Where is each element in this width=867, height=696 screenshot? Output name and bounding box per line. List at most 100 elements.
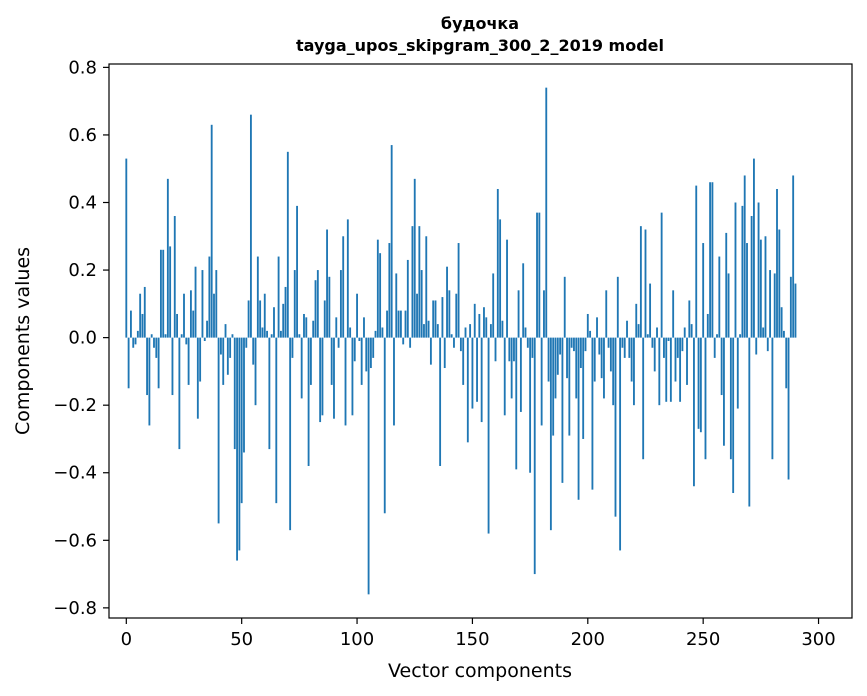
bar-80 [309, 337, 312, 385]
bar-58 [259, 300, 262, 338]
bar-285 [783, 330, 785, 338]
bar-226 [646, 334, 649, 338]
x-tick-label: 150 [455, 629, 489, 650]
bar-132 [429, 337, 432, 365]
bar-165 [506, 239, 508, 338]
bar-286 [785, 337, 788, 389]
bar-255 [713, 337, 716, 358]
bar-60 [263, 293, 266, 338]
bar-150 [471, 337, 474, 409]
bar-287 [787, 337, 790, 480]
bar-50 [240, 337, 243, 504]
bar-265 [736, 337, 739, 409]
y-tick-label: 0.2 [68, 260, 97, 281]
bar-110 [379, 253, 382, 338]
bar-125 [413, 178, 416, 338]
bar-61 [266, 330, 268, 338]
bar-175 [529, 337, 532, 473]
bar-130 [425, 236, 428, 338]
x-tick-label: 100 [340, 629, 374, 650]
bar-231 [658, 337, 661, 406]
bar-154 [480, 337, 483, 423]
bar-85 [321, 337, 324, 416]
bar-272 [753, 158, 755, 338]
bar-270 [748, 337, 751, 507]
bar-90 [333, 337, 335, 419]
x-tick-label: 0 [121, 629, 132, 650]
bar-29 [192, 310, 195, 338]
bar-52 [245, 337, 248, 348]
bar-76 [300, 337, 303, 399]
bar-207 [603, 337, 605, 399]
bar-116 [393, 337, 395, 426]
bar-114 [388, 243, 391, 338]
bar-82 [314, 280, 317, 338]
bar-99 [353, 337, 356, 362]
bar-127 [418, 226, 421, 338]
bar-191 [566, 337, 568, 379]
bar-35 [206, 320, 208, 338]
bar-104 [365, 337, 368, 372]
bar-101 [358, 337, 361, 341]
bar-229 [653, 337, 656, 372]
bar-189 [561, 337, 564, 483]
bar-163 [501, 320, 504, 338]
bar-70 [286, 151, 289, 338]
bar-171 [519, 337, 522, 412]
bar-140 [448, 290, 451, 338]
bar-273 [755, 337, 758, 355]
bar-203 [593, 337, 596, 382]
bar-253 [709, 182, 712, 338]
bar-106 [369, 337, 372, 369]
bar-145 [459, 337, 462, 352]
bar-3 [132, 337, 135, 348]
bar-39 [215, 270, 218, 338]
bar-181 [543, 290, 545, 338]
bar-11 [150, 334, 153, 338]
bar-115 [390, 145, 393, 338]
bar-21 [173, 216, 176, 338]
bar-43 [224, 324, 227, 338]
chart-title: будочка [441, 14, 519, 33]
bar-200 [586, 313, 589, 338]
bar-233 [663, 337, 665, 358]
bar-217 [626, 320, 628, 338]
bar-183 [547, 337, 550, 382]
bar-142 [453, 337, 455, 348]
bar-257 [718, 256, 721, 338]
bar-153 [478, 313, 481, 338]
bar-184 [549, 337, 552, 531]
bar-72 [291, 337, 294, 358]
chart-subtitle: tayga_upos_skipgram_300_2_2019 model [296, 36, 664, 55]
bar-228 [651, 337, 654, 348]
bar-220 [633, 337, 635, 406]
bar-282 [776, 188, 778, 338]
bar-185 [552, 337, 555, 436]
bar-107 [372, 337, 375, 358]
bar-95 [344, 337, 347, 426]
bar-109 [376, 239, 379, 338]
bar-263 [732, 337, 735, 494]
bar-111 [381, 327, 384, 338]
x-tick-label: 300 [801, 629, 835, 650]
bar-20 [171, 337, 174, 396]
bar-268 [743, 175, 746, 338]
bar-122 [406, 259, 409, 338]
bar-74 [296, 205, 298, 338]
bar-211 [612, 337, 615, 406]
bar-198 [582, 337, 585, 439]
bar-225 [644, 229, 647, 338]
bar-108 [374, 330, 377, 338]
bar-28 [189, 290, 192, 338]
bar-54 [249, 114, 252, 338]
bar-98 [351, 337, 354, 416]
bar-6 [139, 293, 142, 338]
bar-218 [628, 337, 631, 358]
bar-164 [503, 337, 506, 416]
bar-271 [750, 216, 753, 338]
bar-117 [395, 273, 398, 338]
bar-190 [563, 276, 566, 338]
bar-243 [686, 337, 688, 385]
bar-161 [496, 188, 499, 338]
bar-18 [166, 178, 169, 338]
